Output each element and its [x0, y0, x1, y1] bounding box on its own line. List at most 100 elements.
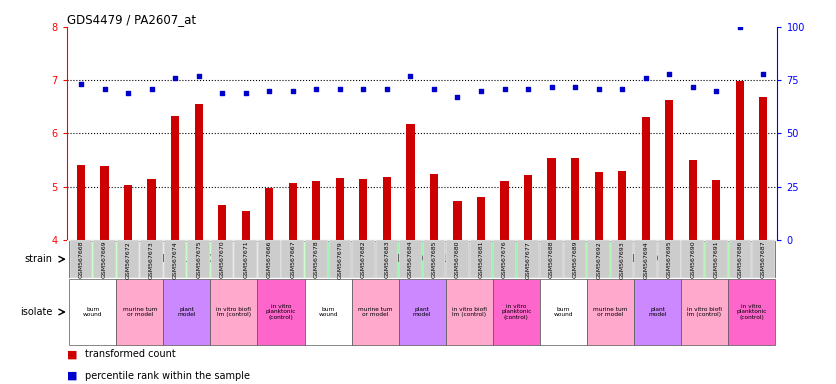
Bar	[383, 177, 391, 240]
Point	[309, 86, 323, 92]
Point	[98, 86, 111, 92]
Text: GSM567684: GSM567684	[408, 241, 413, 278]
FancyBboxPatch shape	[588, 240, 610, 278]
FancyBboxPatch shape	[635, 240, 657, 278]
Text: burn
wound: burn wound	[553, 306, 573, 318]
FancyBboxPatch shape	[423, 240, 446, 278]
Point	[145, 86, 158, 92]
FancyBboxPatch shape	[94, 240, 116, 278]
FancyBboxPatch shape	[493, 240, 516, 278]
Text: GSM567670: GSM567670	[220, 241, 225, 278]
Bar	[336, 178, 344, 240]
Bar	[689, 160, 697, 240]
Point	[216, 90, 229, 96]
Bar	[736, 81, 744, 240]
Text: GSM567674: GSM567674	[172, 241, 177, 278]
Point	[263, 88, 276, 94]
Text: GSM567689: GSM567689	[573, 241, 578, 278]
FancyBboxPatch shape	[540, 241, 775, 278]
Text: GSM567673: GSM567673	[149, 241, 154, 278]
FancyBboxPatch shape	[658, 240, 681, 278]
Point	[639, 75, 652, 81]
Text: GSM567666: GSM567666	[267, 241, 272, 278]
FancyBboxPatch shape	[352, 279, 399, 345]
Bar	[453, 201, 461, 240]
FancyBboxPatch shape	[563, 240, 586, 278]
Bar	[430, 174, 438, 240]
Text: plant
model: plant model	[648, 306, 667, 318]
FancyBboxPatch shape	[258, 240, 281, 278]
Text: in vitro
planktonic
(control): in vitro planktonic (control)	[266, 304, 296, 320]
Text: ■: ■	[67, 349, 81, 359]
Text: percentile rank within the sample: percentile rank within the sample	[85, 371, 250, 381]
Point	[74, 81, 88, 88]
Text: burn
wound: burn wound	[83, 306, 103, 318]
Text: GSM567683: GSM567683	[385, 241, 390, 278]
FancyBboxPatch shape	[140, 240, 163, 278]
Bar	[712, 180, 721, 240]
Text: burn
wound: burn wound	[319, 306, 338, 318]
Text: GSM567680: GSM567680	[455, 241, 460, 278]
Point	[474, 88, 487, 94]
Point	[757, 71, 770, 77]
FancyBboxPatch shape	[163, 279, 211, 345]
Text: GSM567693: GSM567693	[619, 241, 624, 278]
Bar	[618, 171, 626, 240]
Bar	[195, 104, 203, 240]
FancyBboxPatch shape	[517, 240, 539, 278]
FancyBboxPatch shape	[446, 240, 469, 278]
FancyBboxPatch shape	[304, 279, 352, 345]
Text: GSM567669: GSM567669	[102, 241, 107, 278]
Point	[545, 83, 558, 89]
Point	[380, 86, 394, 92]
Text: in vitro
planktonic
(control): in vitro planktonic (control)	[501, 304, 532, 320]
Text: GSM567672: GSM567672	[125, 241, 130, 278]
Bar	[288, 183, 297, 240]
Bar	[124, 185, 132, 240]
Text: PBCLOp17: PBCLOp17	[632, 254, 683, 264]
Text: murine tum
or model: murine tum or model	[358, 306, 392, 318]
FancyBboxPatch shape	[282, 240, 304, 278]
FancyBboxPatch shape	[257, 279, 304, 345]
FancyBboxPatch shape	[329, 240, 351, 278]
Point	[427, 86, 441, 92]
FancyBboxPatch shape	[681, 279, 728, 345]
FancyBboxPatch shape	[681, 240, 704, 278]
FancyBboxPatch shape	[69, 240, 92, 278]
FancyBboxPatch shape	[375, 240, 398, 278]
Bar	[501, 181, 508, 240]
Text: GSM567687: GSM567687	[761, 241, 766, 278]
Text: murine tum
or model: murine tum or model	[123, 306, 157, 318]
Text: GSM567671: GSM567671	[243, 241, 248, 278]
FancyBboxPatch shape	[705, 240, 727, 278]
Text: GSM567678: GSM567678	[314, 241, 319, 278]
FancyBboxPatch shape	[728, 240, 751, 278]
Bar	[594, 172, 603, 240]
Text: GDS4479 / PA2607_at: GDS4479 / PA2607_at	[67, 13, 196, 26]
FancyBboxPatch shape	[69, 279, 116, 345]
Text: GSM567688: GSM567688	[549, 241, 554, 278]
Point	[121, 90, 135, 96]
FancyBboxPatch shape	[540, 240, 563, 278]
FancyBboxPatch shape	[211, 279, 257, 345]
Text: GSM567667: GSM567667	[290, 241, 295, 278]
FancyBboxPatch shape	[752, 240, 775, 278]
FancyBboxPatch shape	[69, 241, 304, 278]
FancyBboxPatch shape	[116, 279, 163, 345]
Bar	[665, 100, 673, 240]
FancyBboxPatch shape	[399, 279, 446, 345]
Point	[239, 90, 252, 96]
Text: plant
model: plant model	[177, 306, 196, 318]
Text: GSM567668: GSM567668	[79, 241, 84, 278]
Point	[663, 71, 676, 77]
FancyBboxPatch shape	[117, 240, 140, 278]
Text: GSM567679: GSM567679	[337, 241, 342, 278]
Bar	[571, 159, 579, 240]
Bar	[759, 97, 767, 240]
Text: GSM567682: GSM567682	[361, 241, 366, 278]
Point	[710, 88, 723, 94]
Bar	[218, 205, 227, 240]
Point	[286, 88, 299, 94]
Bar	[242, 211, 250, 240]
Point	[686, 83, 700, 89]
